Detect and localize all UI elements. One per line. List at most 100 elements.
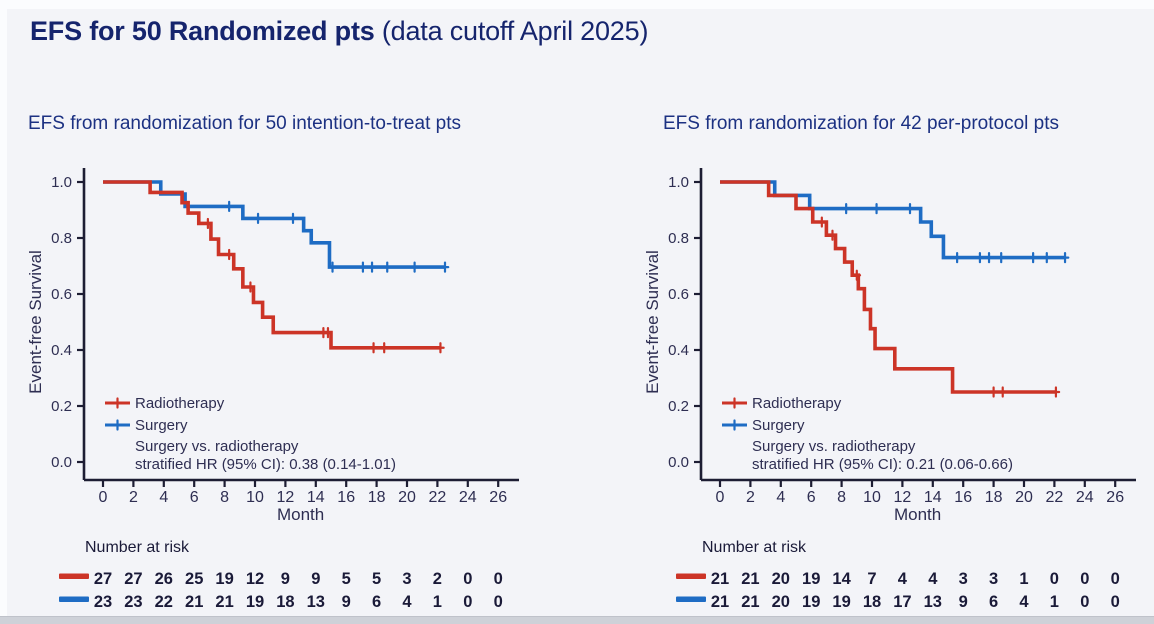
km-curve-surgery [103, 180, 445, 269]
x-tick-label: 24 [1076, 489, 1094, 506]
x-tick-label: 20 [1015, 489, 1033, 506]
x-tick-label: 18 [985, 489, 1003, 506]
risk-table-header: Number at risk [85, 539, 190, 556]
y-tick-label: 0.4 [51, 342, 72, 359]
y-tick-label: 0.2 [668, 398, 689, 415]
risk-count: 13 [924, 593, 942, 611]
x-tick-label: 8 [220, 489, 229, 506]
y-tick-label: 1.0 [668, 174, 689, 191]
x-tick-label: 22 [429, 489, 447, 506]
risk-count: 14 [832, 570, 851, 588]
risk-row-marker-surgery [59, 596, 89, 602]
legend-hr-note: stratified HR (95% CI): 0.21 (0.06-0.66) [752, 456, 1013, 473]
chart-pp-subtitle: EFS from randomization for 42 per-protoc… [663, 113, 1060, 134]
x-tick-label: 26 [1106, 489, 1124, 506]
risk-count: 23 [124, 593, 142, 611]
y-tick-label: 0.4 [668, 342, 689, 359]
risk-count: 21 [215, 593, 233, 611]
risk-count: 3 [959, 570, 968, 588]
risk-count: 7 [867, 570, 876, 588]
risk-count: 9 [311, 570, 320, 588]
risk-count: 18 [863, 593, 881, 611]
y-tick-label: 0.8 [668, 230, 689, 247]
y-tick-label: 0.8 [51, 230, 72, 247]
km-curve-radiotherapy [720, 180, 1056, 394]
risk-count: 27 [94, 570, 112, 588]
y-axis-title: Event-free Survival [643, 250, 662, 394]
risk-count: 19 [832, 593, 850, 611]
x-tick-label: 12 [277, 489, 295, 506]
risk-count: 19 [215, 570, 233, 588]
risk-count: 0 [1080, 570, 1089, 588]
legend-comparison-note: Surgery vs. radiotherapy [135, 438, 299, 455]
risk-count: 9 [959, 593, 968, 611]
slide-title-cutoff: (data cutoff April 2025) [381, 16, 649, 46]
risk-count: 1 [1019, 570, 1028, 588]
risk-count: 4 [402, 593, 412, 611]
risk-count: 21 [711, 570, 729, 588]
legend-label-radiotherapy: Radiotherapy [752, 395, 842, 412]
x-tick-label: 18 [368, 489, 386, 506]
risk-count: 4 [928, 570, 938, 588]
x-axis-title: Month [277, 505, 324, 524]
x-axis-title: Month [894, 505, 941, 524]
risk-count: 2 [433, 570, 442, 588]
chart-itt-subtitle: EFS from randomization for 50 intention-… [28, 113, 461, 134]
x-tick-label: 0 [716, 489, 725, 506]
risk-count: 20 [772, 593, 790, 611]
y-axis-title: Event-free Survival [26, 250, 45, 394]
risk-count: 5 [372, 570, 381, 588]
risk-count: 13 [307, 593, 325, 611]
risk-count: 20 [772, 570, 790, 588]
km-curve-radiotherapy [103, 180, 441, 350]
risk-count: 0 [494, 593, 503, 611]
risk-row-marker-radiotherapy [59, 573, 89, 579]
risk-count: 9 [281, 570, 290, 588]
risk-count: 5 [342, 570, 351, 588]
x-tick-label: 10 [246, 489, 264, 506]
slide-title: EFS for 50 Randomized pts (data cutoff A… [30, 16, 648, 47]
risk-count: 1 [1050, 593, 1059, 611]
y-tick-label: 0.6 [668, 286, 689, 303]
x-tick-label: 16 [954, 489, 972, 506]
risk-count: 3 [402, 570, 411, 588]
x-tick-label: 4 [159, 489, 168, 506]
risk-count: 27 [124, 570, 142, 588]
risk-count: 17 [893, 593, 911, 611]
x-tick-label: 20 [398, 489, 416, 506]
risk-count: 0 [463, 593, 472, 611]
risk-count: 0 [463, 570, 472, 588]
risk-count: 0 [1080, 593, 1089, 611]
legend-label-radiotherapy: Radiotherapy [135, 395, 225, 412]
risk-count: 6 [372, 593, 381, 611]
risk-count: 0 [1111, 570, 1120, 588]
x-tick-label: 14 [307, 489, 325, 506]
risk-count: 21 [741, 570, 759, 588]
km-chart-per-protocol: 1.00.80.60.40.20.00 2 4 6 8 10 12 14 16 18 20 22 24 2… [643, 168, 1136, 611]
risk-count: 4 [1019, 593, 1029, 611]
y-tick-label: 1.0 [51, 174, 72, 191]
risk-row-marker-radiotherapy [676, 573, 706, 579]
x-tick-label: 22 [1046, 489, 1064, 506]
risk-count: 18 [276, 593, 294, 611]
x-tick-label: 12 [894, 489, 912, 506]
risk-count: 22 [155, 593, 173, 611]
x-tick-label: 2 [746, 489, 755, 506]
legend-hr-note: stratified HR (95% CI): 0.38 (0.14-1.01) [135, 456, 396, 473]
x-tick-label: 10 [863, 489, 881, 506]
slide-top-edge [0, 0, 1154, 9]
legend-comparison-note: Surgery vs. radiotherapy [752, 438, 916, 455]
risk-count: 9 [342, 593, 351, 611]
risk-count: 19 [802, 570, 820, 588]
y-tick-label: 0.2 [51, 398, 72, 415]
km-chart-intention-to-treat: 1.00.80.60.40.20.00 2 4 6 8 10 12 14 16 18 20 22 24 2… [26, 168, 519, 611]
bottom-bar [0, 616, 1154, 624]
x-tick-label: 6 [190, 489, 199, 506]
risk-count: 0 [1111, 593, 1120, 611]
y-tick-label: 0.6 [51, 286, 72, 303]
risk-count: 0 [1050, 570, 1059, 588]
risk-count: 21 [711, 593, 729, 611]
km-curve-surgery [720, 180, 1066, 260]
x-tick-label: 0 [99, 489, 108, 506]
x-tick-label: 26 [489, 489, 507, 506]
